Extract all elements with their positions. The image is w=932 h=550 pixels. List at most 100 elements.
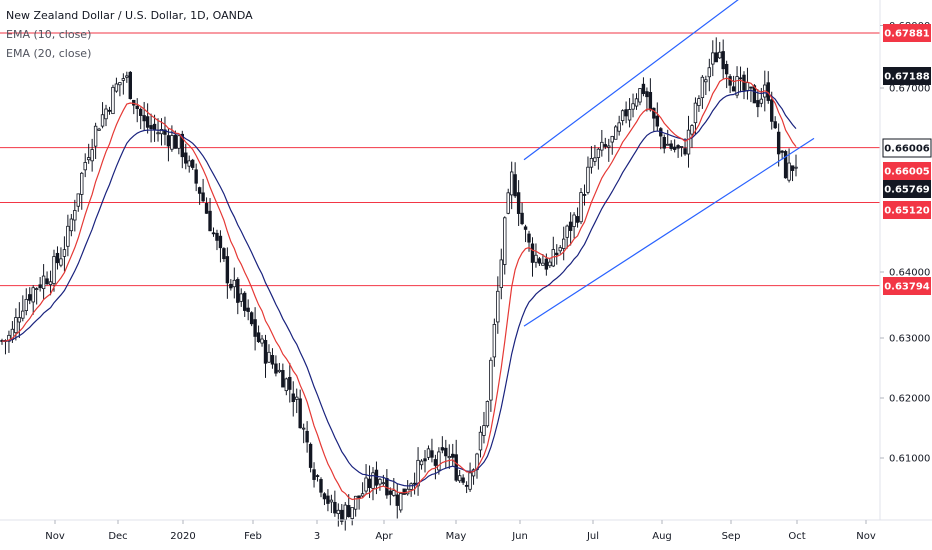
x-tick-label: Nov <box>45 531 65 542</box>
candle-body-down <box>305 430 309 443</box>
candle <box>537 256 542 266</box>
candle-body-up <box>586 166 590 193</box>
candle-body-down <box>544 258 549 270</box>
candle <box>246 299 250 321</box>
candle <box>125 71 129 83</box>
candle <box>686 115 691 168</box>
candle <box>177 135 181 155</box>
candle-body-up <box>260 338 264 344</box>
candle <box>128 71 132 100</box>
candle-body-down <box>537 258 542 264</box>
candle <box>149 113 153 143</box>
y-tick-label: 0.67000 <box>889 84 930 95</box>
candle-body-up <box>607 145 611 148</box>
y-tick-label: 0.64000 <box>889 268 930 279</box>
candle-body-up <box>482 425 486 436</box>
candle <box>211 227 216 237</box>
candle-body-down <box>451 453 455 458</box>
candle <box>558 245 562 254</box>
ema-20-line[interactable] <box>1 89 797 487</box>
candle-body-down <box>180 133 184 158</box>
candle <box>52 249 56 292</box>
candle-body-down <box>756 100 760 108</box>
candle <box>326 489 330 512</box>
candle <box>482 411 486 444</box>
ema-10-line[interactable] <box>1 77 797 501</box>
candle <box>322 492 327 506</box>
candle-body-up <box>277 369 282 373</box>
symbol-title[interactable]: New Zealand Dollar / U.S. Dollar, 1D, OA… <box>6 9 253 22</box>
candle-body-up <box>399 493 403 511</box>
candle <box>399 493 403 513</box>
candle-body-down <box>624 109 628 117</box>
candle-body-up <box>52 256 56 284</box>
price-tag[interactable]: 0.66006 <box>882 138 932 158</box>
candle <box>298 389 302 429</box>
candle-body-up <box>704 79 708 83</box>
candle <box>412 472 417 495</box>
candle <box>499 248 503 300</box>
candle-body-down <box>776 131 781 155</box>
candle <box>357 495 361 510</box>
candle <box>305 421 309 453</box>
candle <box>340 504 344 525</box>
price-tag-label: 0.67188 <box>884 72 930 83</box>
candle-body-up <box>121 78 126 81</box>
ema-20-label[interactable]: EMA (20, close) <box>6 47 92 60</box>
candle <box>620 109 625 126</box>
candle-body-down <box>197 187 202 194</box>
candle-body-down <box>527 233 531 243</box>
candle-body-up <box>617 122 621 132</box>
candle <box>135 98 139 123</box>
candle <box>593 144 597 166</box>
candle-body-down <box>374 469 379 486</box>
candle-body-up <box>610 135 614 143</box>
candle-body-up <box>59 258 63 266</box>
candle-body-down <box>38 284 42 289</box>
candle-body-down <box>749 86 753 89</box>
candle <box>492 318 497 367</box>
price-tag-label: 0.65769 <box>884 185 930 196</box>
candle-body-up <box>284 378 289 392</box>
ema-10-label[interactable]: EMA (10, close) <box>6 28 92 41</box>
candle <box>197 186 202 205</box>
candle <box>350 507 354 526</box>
candle-body-up <box>614 126 618 140</box>
price-tag-box <box>883 24 931 42</box>
price-tag[interactable]: 0.65769 <box>883 180 931 198</box>
candle <box>229 279 233 291</box>
candle <box>638 88 642 106</box>
price-tag[interactable]: 0.67188 <box>883 67 931 85</box>
time-axis[interactable]: Nov Dec 2020 Feb 3 Apr May Jun Jul Aug Sep Oct Nov <box>0 519 932 542</box>
channel-lower-line[interactable] <box>523 137 815 327</box>
candle-body-down <box>461 477 465 483</box>
channel-upper-line[interactable] <box>523 0 804 161</box>
price-tag[interactable]: 0.67881 <box>883 24 931 42</box>
candle-body-down <box>326 495 330 504</box>
x-tick-label: Dec <box>108 531 127 542</box>
candle <box>111 84 115 115</box>
candle <box>34 287 39 305</box>
candle-body-up <box>686 129 691 155</box>
candle-body-down <box>274 363 278 374</box>
candle <box>489 357 493 412</box>
price-tag[interactable]: 0.65120 <box>883 201 931 219</box>
candle <box>509 161 514 210</box>
price-tag[interactable]: 0.66005 <box>883 162 931 180</box>
candle-body-down <box>163 129 167 135</box>
price-tag-box <box>882 138 932 158</box>
candle-body-down <box>520 212 524 225</box>
candle-body-up <box>745 82 750 92</box>
candle-body-up <box>489 359 493 401</box>
candle-body-up <box>437 451 441 471</box>
candle <box>253 307 257 351</box>
price-tag[interactable]: 0.63794 <box>883 277 931 295</box>
candle-body-down <box>367 478 372 488</box>
y-tick-label: 0.63000 <box>889 334 930 345</box>
candle <box>738 66 743 93</box>
candle <box>236 277 240 315</box>
candle-body-up <box>794 166 798 169</box>
candle <box>627 98 632 128</box>
candle <box>749 86 753 103</box>
